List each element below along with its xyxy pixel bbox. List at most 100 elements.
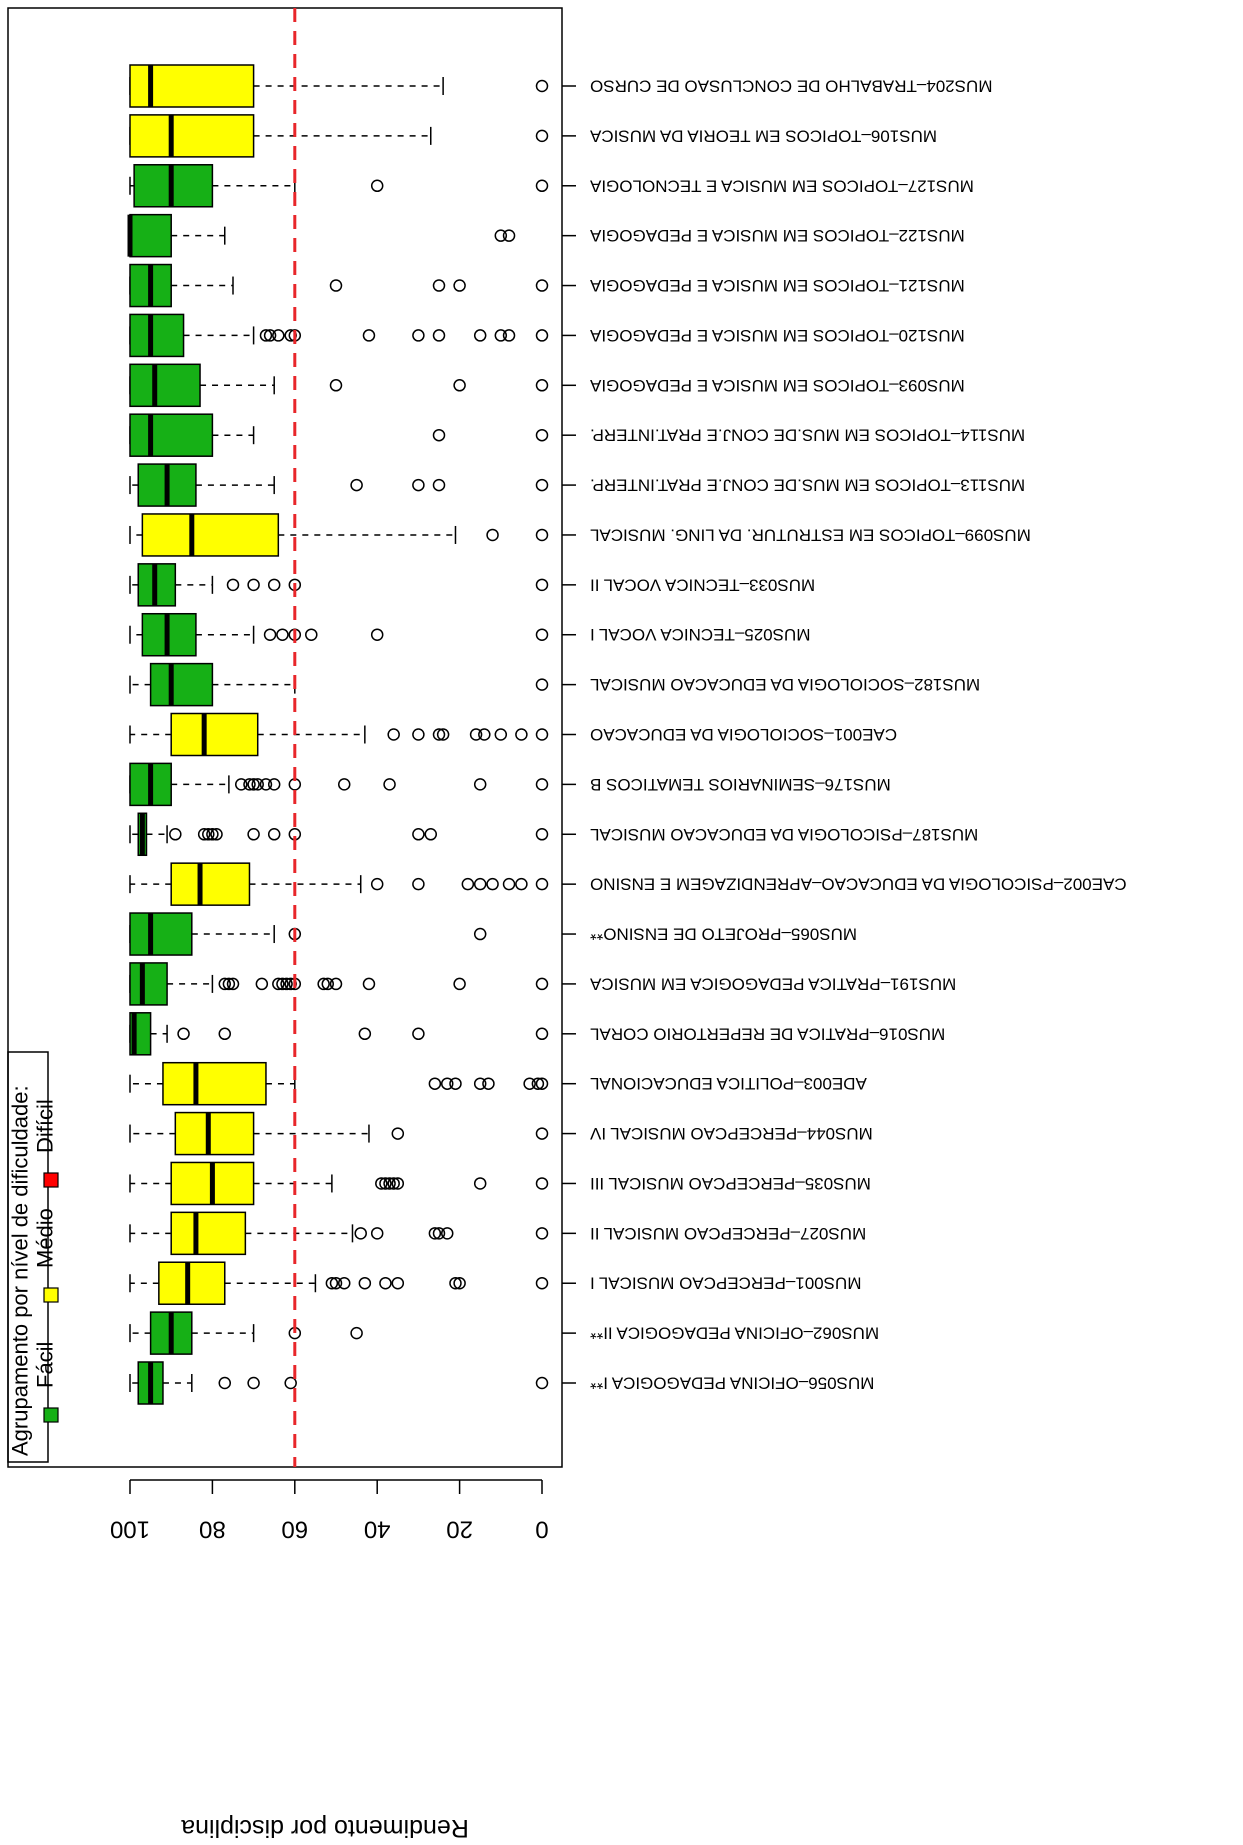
- outlier-point: [325, 1276, 339, 1290]
- box-group: MUS120–TOPICOS EM MUSICA E PEDAGOGIA: [129, 313, 965, 358]
- outlier-point: [453, 977, 466, 991]
- box-group: MUS033–TECNICA VOCAL II: [129, 563, 815, 607]
- outlier-point: [210, 828, 223, 841]
- outlier-point: [535, 1077, 549, 1090]
- category-label: MUS120–TOPICOS EM MUSICA E PEDAGOGIA: [589, 326, 964, 345]
- outlier-point: [535, 1376, 549, 1390]
- outlier-point: [535, 1127, 549, 1140]
- outlier-point: [440, 1077, 454, 1090]
- box: [129, 413, 214, 457]
- box-group: CAE002–PSICOLOGIA DA EDUCACAO–APRENDIZAG…: [129, 862, 1127, 906]
- outlier-point: [391, 1276, 405, 1290]
- outlier-point: [432, 428, 446, 442]
- outlier-point: [473, 778, 487, 791]
- box-group: MUS122–TOPICOS EM MUSICA E PEDAGOGIA: [127, 213, 965, 258]
- outlier-point: [317, 977, 330, 991]
- outlier-point: [432, 728, 446, 741]
- category-label: MUS122–TOPICOS EM MUSICA E PEDAGOGIA: [589, 226, 964, 245]
- outlier-point: [362, 329, 376, 342]
- outlier-point: [486, 877, 499, 891]
- box: [129, 213, 172, 258]
- outlier-point: [486, 528, 499, 542]
- outlier-point: [247, 578, 260, 592]
- outlier-point: [473, 1177, 487, 1190]
- outlier-point: [535, 1227, 549, 1240]
- outlier-point: [473, 927, 487, 941]
- axis-tick-label: 20: [446, 1516, 473, 1543]
- outlier-point: [267, 828, 281, 841]
- outlier-point: [502, 329, 516, 342]
- box: [174, 1111, 255, 1156]
- box-group: MUS121–TOPICOS EM MUSICA E PEDAGOGIA: [129, 263, 965, 308]
- category-label: MUS044–PERCEPCAO MUSICAL IV: [589, 1124, 872, 1143]
- box-group: MUS106–TOPICOS EM TEORIA DA MUSICA: [129, 114, 937, 158]
- outlier-point: [502, 877, 516, 891]
- outlier-point: [535, 478, 549, 492]
- outlier-point: [432, 478, 446, 492]
- outlier-point: [535, 1276, 549, 1290]
- box: [129, 962, 168, 1006]
- outlier-point: [218, 977, 232, 991]
- outlier-point: [284, 1376, 297, 1390]
- legend: Agrupamento por nível de dificuldade: Fác…: [7, 1051, 59, 1463]
- outlier-point: [202, 828, 215, 841]
- outlier-point: [469, 728, 483, 741]
- box-group: MUS191–PRATICA PEDAGOGICA EM MUSICA: [129, 962, 956, 1006]
- category-label: MUS033–TECNICA VOCAL II: [590, 575, 815, 594]
- outlier-point: [222, 977, 236, 991]
- category-label: MUS016–PRATICA DE REPERTORIO CORAL: [590, 1024, 945, 1043]
- outlier-point: [370, 628, 384, 641]
- box-group: MUS176–SEMINARIOS TEMATICOS B: [129, 762, 891, 807]
- outlier-point: [412, 478, 425, 492]
- outlier-point: [432, 329, 446, 342]
- box-group: MUS182–SOCIOLOGIA DA EDUCACAO MUSICAL: [129, 662, 980, 707]
- plot-frame: [7, 7, 563, 1468]
- outlier-point: [375, 1177, 388, 1190]
- outlier-point: [535, 428, 549, 442]
- outlier-point: [453, 1276, 466, 1290]
- box-group: MUS204–TRABALHO DE CONCLUSAO DE CURSO: [129, 64, 992, 108]
- outlier-point: [473, 329, 487, 342]
- outlier-point: [428, 1077, 442, 1090]
- outlier-point: [350, 1326, 363, 1340]
- outlier-point: [358, 1027, 372, 1041]
- outlier-point: [251, 778, 264, 791]
- box-group: MUS187–PSICOLOGIA DA EDUCACAO MUSICAL: [129, 812, 978, 857]
- box: [129, 313, 185, 358]
- outlier-point: [535, 279, 549, 292]
- box-group: MUS113–TOPICOS EM MUS.DE CONJ.E PRAT.INT…: [129, 463, 1025, 507]
- outlier-point: [535, 628, 549, 641]
- outlier-point: [329, 977, 343, 991]
- outlier-point: [255, 977, 269, 991]
- box: [129, 912, 193, 956]
- box-group: MUS093–TOPICOS EM MUSICA E PEDAGOGIA: [129, 363, 965, 408]
- axis-tick-label: 0: [535, 1516, 548, 1543]
- category-label: MUS065–PROJETO DE ENSINO**: [590, 925, 857, 944]
- outlier-point: [535, 129, 549, 143]
- outlier-point: [502, 229, 516, 242]
- outlier-point: [440, 1227, 454, 1240]
- box: [162, 1061, 267, 1106]
- box: [129, 363, 201, 408]
- outlier-point: [337, 1276, 351, 1290]
- outlier-point: [478, 728, 491, 741]
- outlier-point: [383, 778, 396, 791]
- box-group: MUS065–PROJETO DE ENSINO**: [129, 912, 857, 956]
- outlier-point: [370, 877, 384, 891]
- axis-tick-label: 40: [364, 1516, 391, 1543]
- box-group: MUS035–PERCEPCAO MUSICAL III: [129, 1161, 871, 1206]
- category-label: CAE001–SOCIOLOGIA DA EDUCACAO: [590, 725, 897, 744]
- outlier-point: [535, 977, 549, 991]
- outlier-point: [432, 279, 446, 292]
- category-label: MUS035–PERCEPCAO MUSICAL III: [590, 1174, 871, 1193]
- category-label: MUS121–TOPICOS EM MUSICA E PEDAGOGIA: [589, 276, 964, 295]
- outlier-point: [197, 828, 211, 841]
- outlier-point: [370, 1227, 384, 1240]
- outlier-point: [535, 778, 549, 791]
- outlier-point: [226, 977, 240, 991]
- outlier-point: [523, 1077, 536, 1090]
- box-group: MUS016–PRATICA DE REPERTORIO CORAL: [129, 1012, 945, 1056]
- outlier-point: [387, 1177, 400, 1190]
- box-group: MUS025–TECNICA VOCAL I: [129, 612, 810, 657]
- box: [170, 862, 251, 906]
